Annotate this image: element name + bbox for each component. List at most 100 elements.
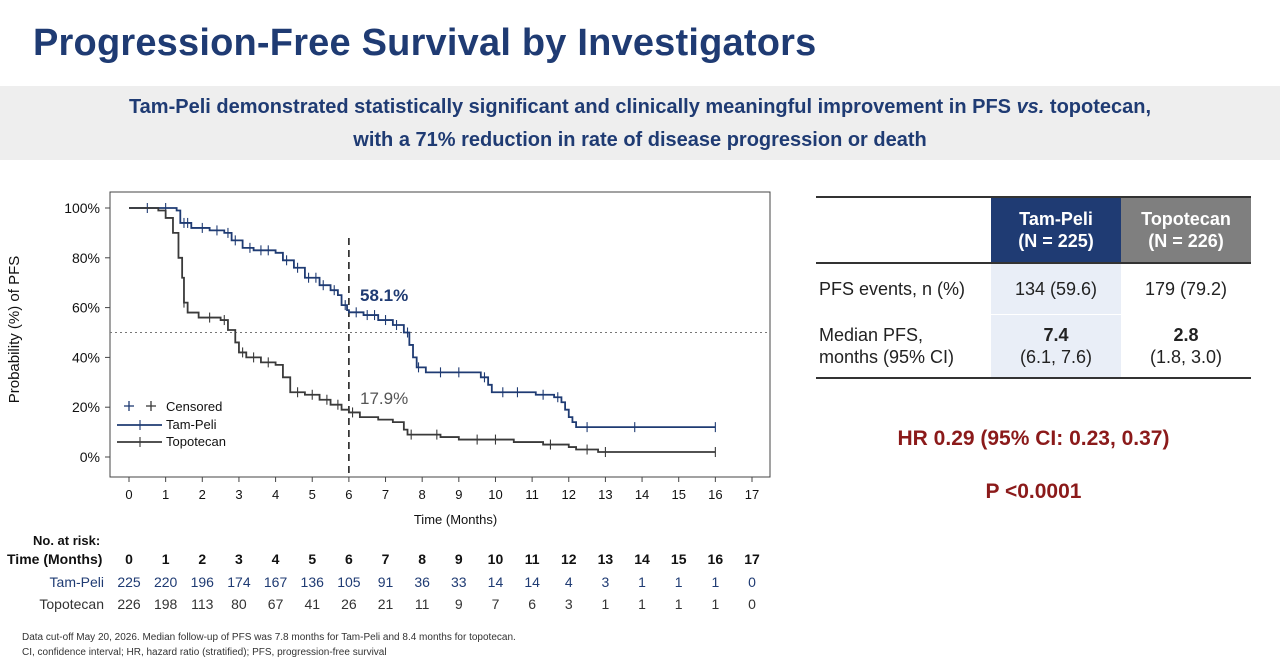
risk-time-cell: 2 [198,551,207,567]
hazard-ratio: HR 0.29 (95% CI: 0.23, 0.37) [897,427,1170,450]
risk-time-cell: 15 [670,551,687,567]
tam-peli-6mo-label: 58.1% [360,286,408,305]
x-tick-label: 16 [708,487,722,502]
median-value-tam-peli: 7.4 [1043,325,1069,345]
x-tick-label: 2 [199,487,206,502]
risk-count-cell: 11 [414,596,430,612]
risk-count-cell: 80 [231,596,247,612]
cell-pfs-events-topotecan: 179 (79.2) [1121,262,1251,315]
risk-count-cell: 1 [711,596,720,612]
topotecan-6mo-label: 17.9% [360,389,408,408]
col2-n: (N = 226) [1148,231,1224,251]
y-tick-label: 40% [72,349,100,365]
banner-text: Tam-Peli demonstrated statistically sign… [128,96,1017,118]
risk-time-cell: 7 [381,551,390,567]
y-tick-label: 0% [80,449,100,465]
risk-count-cell: 1 [638,596,646,612]
x-tick-label: 14 [635,487,649,502]
col1-n: (N = 225) [1018,231,1094,251]
risk-count-cell: 67 [267,596,284,612]
page-title: Progression-Free Survival by Investigato… [33,22,817,64]
risk-count-cell: 1 [638,574,646,590]
median-label-2: months (95% CI) [819,347,955,367]
risk-time-cell: 14 [634,551,650,567]
row-label-median-pfs: Median PFS, months (95% CI) [816,314,991,379]
risk-count-cell: 1 [674,574,683,590]
median-ci-tam-peli: (6.1, 7.6) [1019,347,1093,367]
plot-frame [109,191,771,478]
banner-vs: vs. [1016,96,1045,118]
x-tick-label: 9 [455,487,462,502]
risk-row-label: Topotecan [39,596,104,612]
risk-time-cell: 9 [454,551,463,567]
risk-time-cell: 4 [271,551,280,567]
x-tick-label: 3 [235,487,242,502]
risk-count-cell: 14 [487,574,504,590]
banner-line-2: with a 71% reduction in rate of disease … [353,129,927,151]
risk-count-cell: 113 [191,596,214,612]
cell-median-topotecan: 2.8 (1.8, 3.0) [1121,314,1251,379]
risk-time-cell: 16 [707,551,724,567]
risk-count-cell: 4 [564,574,573,590]
risk-time-cell: 12 [560,551,577,567]
risk-time-cell: 13 [597,551,614,567]
cell-median-tam-peli: 7.4 (6.1, 7.6) [991,314,1121,379]
risk-count-cell: 33 [451,574,467,590]
risk-time-cell: 1 [161,551,170,567]
x-tick-label: 7 [382,487,389,502]
risk-count-cell: 225 [117,574,141,590]
x-tick-label: 4 [272,487,279,502]
risk-count-cell: 105 [337,574,361,590]
risk-count-cell: 9 [454,596,463,612]
median-value-topotecan: 2.8 [1173,325,1199,345]
p-value: P <0.0001 [985,480,1082,503]
legend-label-topotecan: Topotecan [166,434,226,449]
curve-tam-peli [129,207,716,429]
risk-row-label: Tam-Peli [49,574,104,590]
y-axis-label: Probability (%) of PFS [6,256,23,404]
footnote-2: CI, confidence interval; HR, hazard rati… [22,647,387,658]
risk-time-cell: 3 [235,551,243,567]
number-at-risk-table: No. at risk: Time (Months) 0 1 2 3 4 5 6 7 8 9 10 1… [0,533,800,618]
x-tick-label: 6 [345,487,352,502]
x-tick-label: 5 [309,487,316,502]
risk-time-cell: 0 [125,551,133,567]
row-label-pfs-events: PFS events, n (%) [816,262,991,315]
x-tick-label: 17 [745,487,759,502]
risk-count-cell: 1 [674,596,683,612]
risk-count-cell: 198 [153,596,178,612]
risk-count-cell: 226 [117,596,141,612]
legend-censored-label: Censored [166,399,222,414]
risk-count-cell: 196 [190,574,214,590]
risk-count-cell: 26 [341,596,357,612]
col-header-tam-peli: Tam-Peli (N = 225) [991,196,1121,263]
x-tick-label: 15 [671,487,685,502]
risk-count-cell: 167 [263,574,288,590]
risk-count-cell: 91 [377,574,394,590]
median-label-1: Median PFS, [819,325,924,345]
x-tick-label: 0 [125,487,132,502]
risk-count-cell: 1 [711,574,720,590]
risk-time-cell: 6 [344,551,353,567]
risk-count-cell: 36 [414,574,430,590]
key-message-banner: Tam-Peli demonstrated statistically sign… [0,86,1280,160]
y-tick-label: 60% [72,300,100,316]
col1-name: Tam-Peli [1019,209,1093,229]
risk-count-cell: 0 [748,596,756,612]
pfs-summary-table: Tam-Peli (N = 225) Topotecan (N = 226) PFS… [816,196,1251,379]
risk-count-cell: 136 [300,574,324,590]
banner-text-end: topotecan, [1044,96,1152,118]
risk-time-cell: 17 [744,551,760,567]
x-tick-label: 12 [562,487,576,502]
x-tick-label: 13 [598,487,612,502]
risk-time-cell: 5 [308,551,317,567]
col-header-topotecan: Topotecan (N = 226) [1121,196,1251,263]
legend-label-tam-peli: Tam-Peli [166,417,217,432]
risk-time-cell: 8 [418,551,427,567]
curve-topotecan [129,207,716,453]
risk-count-cell: 21 [377,596,394,612]
risk-count-cell: 3 [564,596,573,612]
risk-time-cell: 11 [524,551,540,567]
kaplan-meier-chart: 0 1 2 3 4 5 6 7 8 9 10 11 12 13 14 15 16 170%20%40%60%80%… [6,191,771,527]
risk-count-cell: 0 [748,574,756,590]
